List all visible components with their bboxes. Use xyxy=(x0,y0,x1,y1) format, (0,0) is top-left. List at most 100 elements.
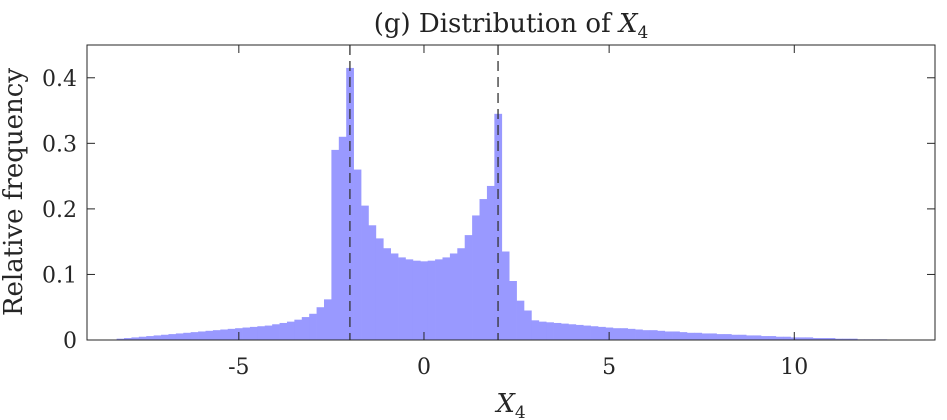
histogram-bar xyxy=(723,334,732,340)
histogram-bar xyxy=(509,281,517,340)
histogram-bar xyxy=(146,336,155,340)
histogram-bar xyxy=(205,330,214,340)
histogram-bar xyxy=(812,338,821,340)
x-axis-label-subscript: 4 xyxy=(515,403,526,420)
histogram-bar xyxy=(672,331,680,340)
chart-title-variable: X xyxy=(617,9,639,39)
histogram-bar xyxy=(427,260,436,340)
histogram-bar xyxy=(338,136,347,340)
histogram-bar xyxy=(583,325,591,340)
histogram-bar xyxy=(316,307,325,340)
histogram-bar xyxy=(523,310,532,340)
histogram-bar xyxy=(553,322,562,340)
histogram-bar xyxy=(346,67,354,340)
histogram-bar xyxy=(264,325,273,340)
histogram-bar xyxy=(242,327,251,340)
histogram-bar xyxy=(198,331,206,340)
histogram-bar xyxy=(375,238,384,340)
histogram-bar xyxy=(138,336,147,340)
histogram-bar xyxy=(286,321,295,340)
histogram-bar xyxy=(835,338,843,340)
y-tick-label: 0.3 xyxy=(42,132,77,157)
histogram-bar xyxy=(590,326,599,340)
histogram-bar xyxy=(546,322,554,340)
histogram-bar xyxy=(560,323,569,340)
dashed-reference-lines xyxy=(349,45,499,340)
histogram-bar xyxy=(746,335,754,340)
plot-area-border xyxy=(86,44,936,341)
histogram-bar xyxy=(753,335,762,340)
histogram-bar xyxy=(175,333,184,340)
histogram-bar xyxy=(390,253,399,340)
histogram-bar xyxy=(642,330,651,340)
histogram-bar xyxy=(331,149,340,340)
y-tick-label: 0 xyxy=(63,329,77,354)
histogram-bar xyxy=(435,259,443,340)
histogram-bar xyxy=(294,319,303,340)
histogram-bar xyxy=(686,332,695,340)
histogram-bar xyxy=(190,332,199,340)
histogram-bar xyxy=(309,313,317,340)
y-tick-label: 0.2 xyxy=(42,198,77,223)
histogram-bar xyxy=(538,321,547,340)
histogram-bar xyxy=(731,334,740,340)
histogram-bar xyxy=(249,326,258,340)
histogram-bar xyxy=(301,317,310,340)
histogram-bar xyxy=(694,332,703,340)
histogram-bar xyxy=(635,329,643,340)
histogram-bar xyxy=(398,257,406,340)
histogram-bar xyxy=(760,336,769,340)
histogram-bar xyxy=(709,333,717,340)
histogram-bar xyxy=(361,205,369,340)
histogram-bar xyxy=(516,300,525,340)
histogram-bar xyxy=(738,334,747,340)
x-tick-label: -5 xyxy=(228,355,249,380)
histogram-bar xyxy=(805,337,814,340)
histogram-bar xyxy=(183,332,192,340)
y-tick-label: 0.4 xyxy=(42,67,77,92)
chart-title: (g) Distribution of X4 xyxy=(374,9,649,43)
histogram-bar xyxy=(775,336,784,340)
histogram-bar xyxy=(442,257,451,340)
histogram-bar xyxy=(768,336,777,340)
histogram-bar xyxy=(227,328,236,340)
histogram-bar xyxy=(627,328,636,340)
x-axis-label: X4 xyxy=(494,389,525,420)
histogram-bar xyxy=(701,333,710,340)
histogram-bar xyxy=(716,334,725,340)
histogram-bar xyxy=(324,299,332,340)
x-axis-label-variable: X xyxy=(494,389,516,419)
histogram-bar xyxy=(412,260,421,340)
histogram-bar xyxy=(472,215,480,340)
histogram-bar xyxy=(353,169,362,340)
y-tick-label: 0.1 xyxy=(42,263,77,288)
histogram-bar xyxy=(827,338,836,340)
histogram-bar xyxy=(664,331,673,340)
histogram-bar xyxy=(501,251,510,340)
histogram-bar xyxy=(405,259,414,340)
histogram-bar xyxy=(464,235,473,340)
histogram-bar xyxy=(820,338,828,340)
histogram-bar xyxy=(257,326,266,340)
chart-title-subscript: 4 xyxy=(637,23,648,43)
histogram-bar xyxy=(479,199,488,340)
histogram-bar xyxy=(486,185,495,340)
histogram-bar xyxy=(272,324,280,340)
histogram-bar xyxy=(568,324,577,340)
x-tick-label: 0 xyxy=(417,355,431,380)
histogram-bar xyxy=(383,248,391,340)
histogram-bar xyxy=(420,261,429,340)
histogram-bar xyxy=(797,337,806,340)
y-axis-label: Relative frequency xyxy=(0,68,29,316)
x-axis-ticks: -5 0 5 10 xyxy=(228,45,808,380)
histogram-bar xyxy=(649,330,658,340)
histogram-bar xyxy=(153,335,162,340)
x-tick-label: 5 xyxy=(602,355,616,380)
histogram-bar xyxy=(116,338,125,340)
y-axis-ticks: 0 0.1 0.2 0.3 0.4 xyxy=(42,67,935,354)
histogram-bar xyxy=(279,322,288,340)
histogram-bar xyxy=(220,329,229,340)
histogram-bar xyxy=(842,338,851,340)
x-tick-label: 10 xyxy=(780,355,808,380)
